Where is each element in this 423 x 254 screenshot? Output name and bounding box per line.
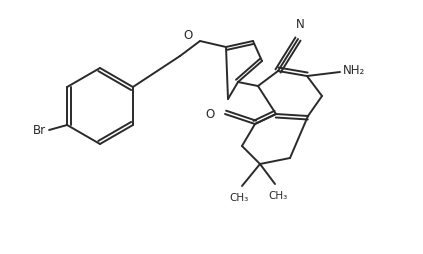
Text: CH₃: CH₃ [229, 193, 249, 203]
Text: O: O [206, 107, 215, 120]
Text: N: N [296, 18, 305, 31]
Text: O: O [184, 29, 192, 42]
Text: NH₂: NH₂ [343, 65, 365, 77]
Text: CH₃: CH₃ [268, 191, 288, 201]
Text: Br: Br [33, 123, 46, 136]
